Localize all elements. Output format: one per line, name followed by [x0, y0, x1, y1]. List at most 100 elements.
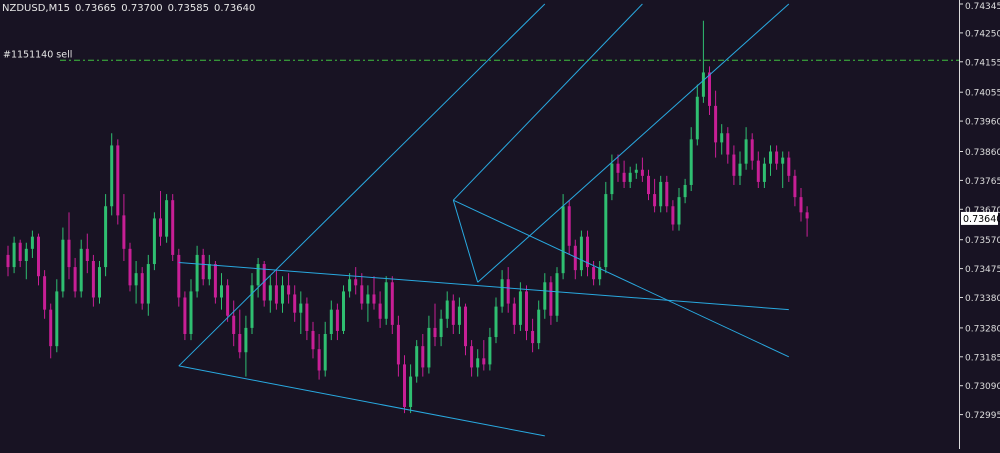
- candle-body: [653, 194, 657, 207]
- candle: [701, 20, 705, 103]
- candle-body: [610, 163, 614, 195]
- candle: [67, 212, 71, 280]
- candle: [73, 257, 77, 298]
- current-price-box: [961, 211, 998, 225]
- candle: [165, 194, 169, 243]
- y-tick-label: 0.72995: [965, 411, 1000, 421]
- y-tick-label: 0.73960: [965, 118, 1000, 128]
- candle-body: [55, 291, 59, 347]
- candle: [213, 260, 217, 304]
- candle: [201, 248, 205, 286]
- candle-body: [250, 285, 254, 328]
- trendline-channel-2-lower[interactable]: [477, 3, 790, 283]
- candle: [250, 273, 254, 334]
- candle: [390, 276, 394, 334]
- candle: [220, 273, 223, 310]
- candle: [244, 315, 248, 377]
- candle-body: [159, 218, 162, 237]
- candle: [665, 175, 669, 213]
- candle-body: [323, 333, 327, 371]
- trendline-channel-1-lower[interactable]: [178, 365, 545, 437]
- candle: [439, 309, 443, 347]
- candle-body: [586, 236, 589, 268]
- candle-body: [140, 273, 144, 304]
- candle: [372, 276, 376, 310]
- candle-body: [427, 327, 431, 368]
- candle: [653, 178, 657, 213]
- candle: [177, 248, 181, 307]
- candle-body: [305, 303, 309, 331]
- high-value: 0.73700: [121, 3, 163, 14]
- candle: [384, 276, 388, 325]
- candle: [37, 233, 40, 286]
- candle: [647, 169, 650, 201]
- candle: [183, 291, 187, 341]
- candle-body: [213, 264, 217, 298]
- candle-body: [220, 285, 223, 298]
- candle: [488, 327, 492, 371]
- low-value: 0.73585: [167, 3, 210, 14]
- candle: [348, 273, 352, 298]
- candle: [769, 145, 772, 176]
- candle: [335, 303, 339, 341]
- candle: [159, 191, 162, 246]
- candle-body: [390, 282, 394, 325]
- price-axis: 0.74345 0.74250 0.74155 0.74055 0.73960 0.738…: [959, 2, 1000, 421]
- candle: [775, 145, 779, 170]
- y-tick-label: 0.73475: [965, 265, 1000, 275]
- candle-body: [293, 294, 297, 313]
- candle-body: [579, 236, 583, 271]
- chart-header: NZDUSD,M15 0.73665 0.73700 0.73585 0.73640: [2, 3, 260, 14]
- candle: [714, 90, 718, 158]
- trendline-channel-2-upper[interactable]: [452, 3, 643, 201]
- candle: [464, 303, 467, 356]
- candle-body: [701, 72, 705, 97]
- candle-body: [476, 358, 480, 368]
- candle: [537, 300, 541, 350]
- candle-body: [226, 285, 230, 316]
- candle-body: [152, 218, 156, 265]
- candle: [329, 300, 333, 341]
- candle: [293, 285, 297, 322]
- y-tick-label: 0.74155: [965, 58, 1000, 68]
- close-value: 0.73640: [214, 3, 256, 14]
- candle-body: [67, 239, 71, 268]
- candle-body: [634, 169, 638, 173]
- candle: [171, 194, 175, 261]
- candle: [787, 151, 791, 182]
- candle: [317, 333, 321, 380]
- candle-body: [384, 282, 388, 319]
- candle-body: [799, 197, 803, 213]
- candle: [659, 175, 663, 213]
- trendline-channel-2-mid[interactable]: [453, 199, 790, 358]
- candle: [262, 260, 266, 307]
- candle-body: [506, 279, 510, 304]
- trendline-channel-2-left[interactable]: [452, 200, 479, 283]
- candle-body: [457, 306, 461, 325]
- candle-body: [104, 206, 108, 268]
- candle: [104, 194, 108, 277]
- candle: [91, 254, 95, 307]
- candle: [140, 267, 144, 310]
- candle: [738, 151, 742, 185]
- current-price-marker: 0.73640: [961, 211, 1000, 225]
- candle-body: [49, 309, 53, 347]
- candle: [342, 285, 345, 334]
- candle: [49, 303, 53, 359]
- candle: [470, 340, 474, 377]
- candle-body: [409, 376, 413, 407]
- candle-body: [281, 285, 284, 304]
- trendline-channel-1-mid[interactable]: [178, 262, 789, 311]
- trendline-channel-1-upper[interactable]: [178, 3, 546, 367]
- candle-body: [549, 282, 553, 316]
- candle-body: [177, 254, 181, 298]
- candle: [122, 194, 126, 261]
- candle: [689, 127, 693, 192]
- candle: [494, 297, 498, 344]
- candle: [525, 285, 528, 341]
- candle-body: [555, 273, 559, 316]
- candle-body: [683, 184, 687, 198]
- candle: [451, 294, 455, 334]
